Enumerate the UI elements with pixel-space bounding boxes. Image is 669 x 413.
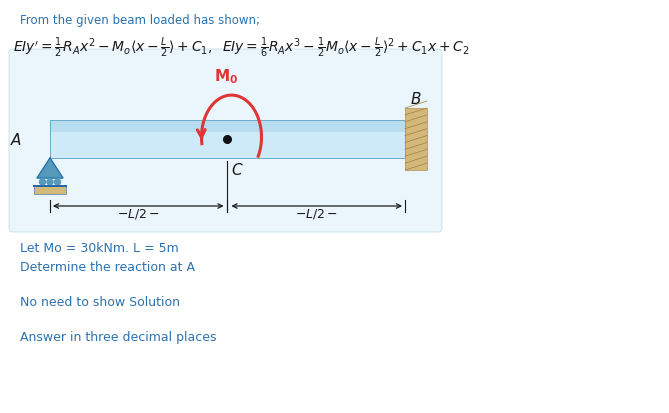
Circle shape (47, 180, 53, 185)
Text: Answer in three decimal places: Answer in three decimal places (20, 330, 217, 343)
Text: $-L/2-$: $-L/2-$ (118, 207, 160, 221)
Bar (34, 186, 66, 195)
Text: Determine the reaction at A: Determine the reaction at A (20, 260, 195, 273)
Text: $B$: $B$ (410, 91, 421, 107)
Polygon shape (37, 159, 63, 178)
Circle shape (54, 180, 60, 185)
Text: $C$: $C$ (231, 161, 244, 178)
Text: $A$: $A$ (10, 132, 22, 147)
Text: $\mathbf{M_0}$: $\mathbf{M_0}$ (214, 67, 239, 86)
Text: No need to show Solution: No need to show Solution (20, 295, 180, 308)
Bar (50, 133, 405, 159)
Text: Let Mo = 30kNm. L = 5m: Let Mo = 30kNm. L = 5m (20, 242, 179, 254)
Bar (405, 109, 427, 171)
Circle shape (39, 180, 45, 185)
Bar (50, 121, 405, 133)
FancyBboxPatch shape (9, 50, 442, 233)
Text: From the given beam loaded has shown;: From the given beam loaded has shown; (20, 14, 260, 27)
Bar (50, 121, 405, 159)
Text: $EIy' = \frac{1}{2}R_A x^2 - M_o\langle x - \frac{L}{2}\rangle + C_1,\;\; EIy = : $EIy' = \frac{1}{2}R_A x^2 - M_o\langle … (13, 36, 470, 60)
Text: $-L/2-$: $-L/2-$ (295, 207, 338, 221)
